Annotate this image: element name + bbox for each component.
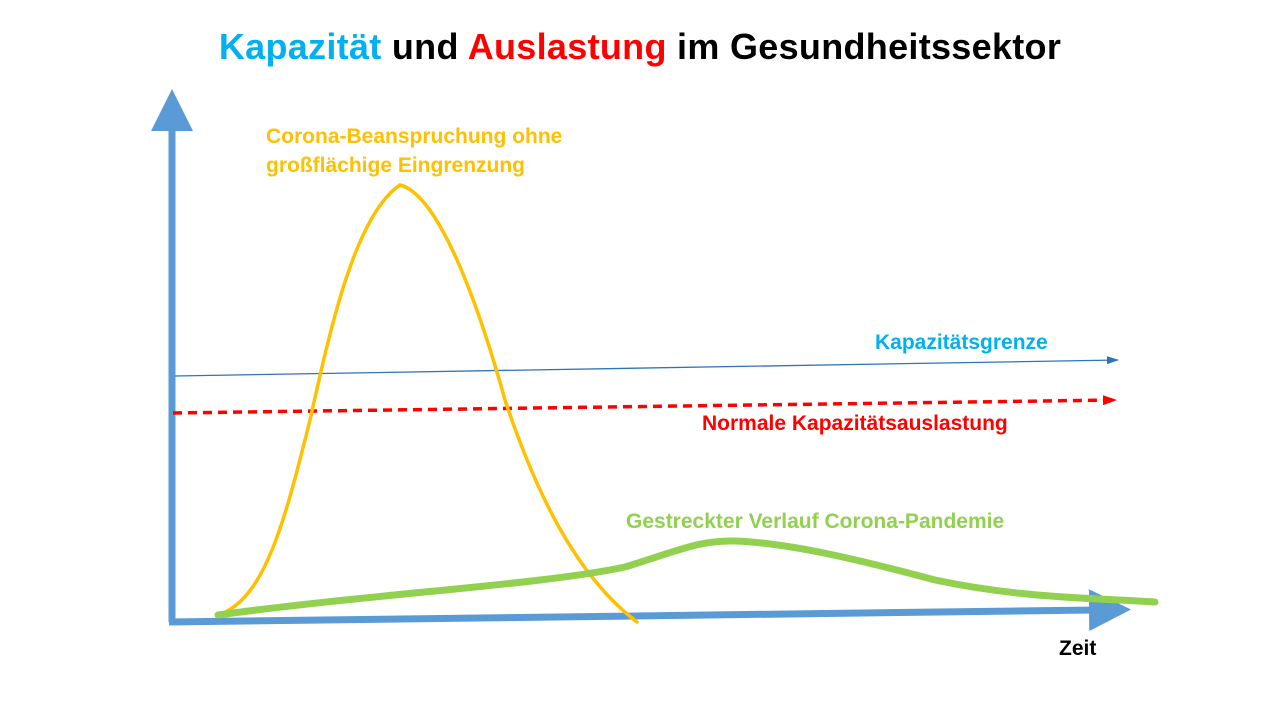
capacity-limit-line [174,356,1119,377]
title-auslastung: Auslastung [467,26,667,67]
corona-peak-label-line2: großflächige Eingrenzung [266,154,526,177]
capacity-limit-label: Kapazitätsgrenze [875,331,1048,354]
corona-peak-curve [216,183,639,624]
x-axis-label: Zeit [1059,637,1097,660]
corona-peak-label-line1: Corona-Beanspruchung ohne [266,125,563,148]
normal-usage-line [172,395,1117,415]
x-axis [168,589,1131,632]
title-kapazitaet: Kapazität [218,26,382,67]
title-rest: im Gesundheitssektor [677,26,1062,67]
chart-title: Kapazität und Auslastung im Gesundheitss… [0,26,1280,68]
normal-usage-label: Normale Kapazitätsauslastung [702,412,1008,435]
stretched-curve-label: Gestreckter Verlauf Corona-Pandemie [626,510,1005,533]
corona-peak-label: Corona-Beanspruchung ohne großflächige E… [266,122,562,180]
title-und: und [391,26,459,67]
stretched-curve [214,537,1159,619]
